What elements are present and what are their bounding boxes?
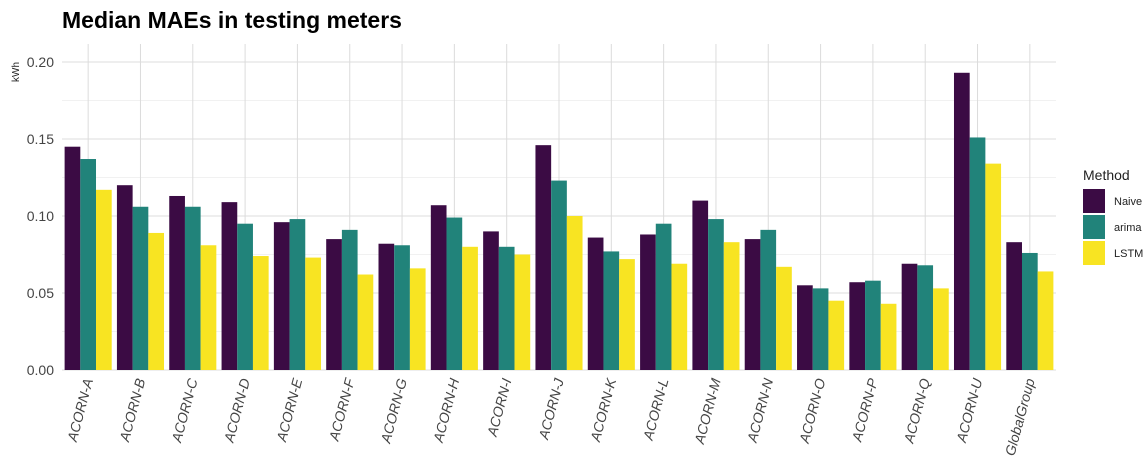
x-tick-label: ACORN-E [273, 376, 306, 444]
chart-title: Median MAEs in testing meters [62, 7, 402, 33]
bar-naive-acorn-l [640, 234, 656, 370]
bar-lstm-acorn-l [671, 263, 688, 370]
bar-naive-acorn-p [849, 282, 866, 370]
x-tick-label: ACORN-P [848, 376, 881, 444]
x-tick-label: ACORN-D [220, 377, 253, 445]
bar-arima-acorn-d [237, 223, 253, 370]
bar-arima-acorn-q [917, 265, 934, 370]
bar-naive-acorn-j [535, 145, 552, 370]
y-tick-label: 0.00 [27, 362, 54, 378]
x-tick-label: ACORN-H [430, 376, 463, 445]
x-tick-label: ACORN-C [168, 376, 201, 445]
x-tick-label: GlobalGroup [1002, 376, 1038, 457]
bar-arima-acorn-e [289, 219, 306, 370]
bar-naive-acorn-a [64, 146, 81, 370]
legend-label-arima: arima [1114, 222, 1142, 234]
bar-lstm-acorn-a [96, 189, 112, 370]
bar-lstm-acorn-k [619, 259, 635, 370]
bar-naive-acorn-e [273, 222, 290, 370]
bar-arima-acorn-f [341, 229, 358, 370]
x-tick-label: ACORN-K [587, 376, 620, 444]
bar-arima-acorn-n [760, 229, 777, 370]
x-tick-label: ACORN-G [377, 377, 410, 446]
bar-lstm-acorn-o [828, 300, 845, 370]
legend-title: Method [1083, 167, 1130, 183]
y-tick-label: 0.10 [27, 208, 54, 224]
bar-arima-acorn-l [655, 223, 672, 370]
bar-lstm-acorn-p [880, 303, 897, 370]
y-axis-label: kWh [11, 62, 22, 82]
bar-naive-acorn-g [378, 243, 395, 370]
bar-naive-globalgroup [1006, 242, 1022, 370]
x-tick-label: ACORN-I [484, 377, 515, 439]
bar-arima-acorn-p [865, 280, 881, 370]
y-tick-label: 0.15 [27, 131, 54, 147]
bar-arima-globalgroup [1021, 252, 1038, 370]
bar-arima-acorn-o [812, 288, 829, 370]
x-tick-label: ACORN-U [953, 376, 986, 445]
legend-swatch-naive [1083, 189, 1105, 213]
bar-naive-acorn-q [901, 263, 918, 370]
bar-naive-acorn-f [326, 239, 342, 370]
bar-lstm-acorn-j [566, 216, 583, 370]
bar-arima-acorn-j [551, 180, 567, 370]
legend-label-naive: Naive [1114, 196, 1142, 208]
bar-arima-acorn-a [80, 159, 97, 370]
bars [64, 72, 1054, 370]
x-tick-label: ACORN-Q [900, 377, 933, 446]
bar-lstm-acorn-c [200, 245, 217, 370]
bar-lstm-acorn-h [462, 246, 478, 370]
bar-naive-acorn-c [169, 195, 185, 370]
x-tick-label: ACORN-N [744, 376, 777, 445]
x-tick-label: ACORN-J [535, 376, 567, 442]
bar-lstm-acorn-b [148, 232, 165, 370]
x-tick-label: ACORN-A [64, 377, 96, 444]
bar-lstm-acorn-n [776, 266, 792, 370]
y-axis-ticks: 0.00 0.05 0.10 0.15 0.20 [27, 54, 54, 378]
bar-naive-acorn-k [587, 237, 604, 370]
bar-naive-acorn-b [116, 185, 133, 370]
bar-lstm-acorn-m [723, 242, 740, 370]
bar-arima-acorn-b [132, 206, 149, 370]
bar-lstm-acorn-d [252, 256, 269, 370]
bar-arima-acorn-h [446, 217, 463, 370]
bar-naive-acorn-n [744, 239, 761, 370]
bar-lstm-acorn-i [514, 254, 531, 370]
y-tick-label: 0.20 [27, 54, 54, 70]
bar-lstm-acorn-q [933, 288, 949, 370]
bar-arima-acorn-g [394, 245, 410, 370]
legend-label-lstm: LSTM [1114, 248, 1143, 260]
bar-naive-acorn-d [221, 202, 238, 370]
bar-arima-acorn-m [708, 219, 724, 370]
y-tick-label: 0.05 [27, 285, 54, 301]
x-tick-label: ACORN-M [691, 376, 724, 446]
bar-naive-acorn-m [692, 200, 709, 370]
x-tick-label: ACORN-O [796, 377, 829, 446]
bar-naive-acorn-u [953, 72, 970, 370]
bar-lstm-acorn-u [985, 163, 1002, 370]
bar-lstm-acorn-f [357, 274, 374, 370]
x-axis-ticks: ACORN-A ACORN-B ACORN-C ACORN-D ACORN-E ACORN… [64, 375, 1038, 457]
bar-arima-acorn-k [603, 251, 620, 370]
bar-arima-acorn-u [969, 137, 986, 370]
bar-lstm-acorn-e [305, 257, 321, 370]
x-tick-label: ACORN-B [116, 377, 148, 444]
bar-arima-acorn-c [184, 206, 201, 370]
bar-lstm-acorn-g [409, 268, 426, 370]
x-tick-label: ACORN-L [640, 377, 672, 443]
bar-naive-acorn-i [483, 231, 499, 370]
bar-arima-acorn-i [498, 246, 515, 370]
legend-swatch-lstm [1083, 241, 1105, 265]
bar-naive-acorn-h [430, 205, 447, 370]
bar-naive-acorn-o [797, 285, 813, 370]
legend: Method Naive arima LSTM [1083, 167, 1143, 265]
legend-swatch-arima [1083, 215, 1105, 239]
x-tick-label: ACORN-F [325, 375, 358, 443]
bar-lstm-globalgroup [1037, 271, 1054, 370]
